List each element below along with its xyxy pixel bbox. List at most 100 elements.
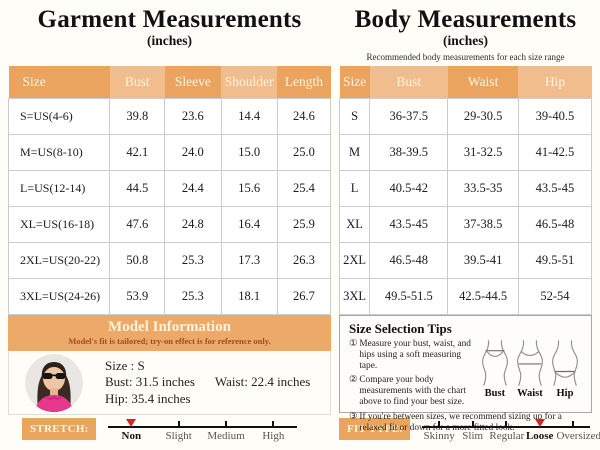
scale-option-label: Slim bbox=[462, 430, 484, 442]
scale-option: Loose bbox=[523, 418, 557, 447]
waist-figure-icon bbox=[517, 340, 543, 386]
table-row: S=US(4-6) 39.8 23.6 14.4 24.6 bbox=[7, 97, 332, 135]
table-cell: 23.6 bbox=[164, 97, 222, 135]
tips-list: ① Measure your bust, waist, and hips usi… bbox=[349, 339, 476, 411]
table-cell: S=US(4-6) bbox=[7, 97, 111, 135]
table-cell: 26.3 bbox=[276, 241, 332, 279]
table-cell: M bbox=[338, 133, 371, 171]
body-subtitle: Recommended body measurements for each s… bbox=[366, 51, 565, 62]
scale-option-label: Slight bbox=[165, 430, 192, 442]
table-cell: 16.4 bbox=[220, 205, 278, 243]
table-row: 3XL 49.5-51.5 42.5-44.5 52-54 bbox=[338, 277, 593, 315]
table-cell: 39-40.5 bbox=[517, 97, 593, 135]
table-cell: L bbox=[338, 169, 371, 207]
column-header: Bust bbox=[369, 66, 448, 98]
table-cell: 2XL=US(20-22) bbox=[7, 241, 111, 279]
table-cell: 49.5-51.5 bbox=[369, 277, 449, 315]
table-row: 2XL 46.5-48 39.5-41 49.5-51 bbox=[338, 241, 593, 279]
table-row: XL 43.5-45 37-38.5 46.5-48 bbox=[338, 205, 593, 243]
table-cell: 25.0 bbox=[276, 133, 332, 171]
hip-figure-icon bbox=[552, 340, 578, 386]
table-cell: 15.6 bbox=[220, 169, 278, 207]
table-row: 3XL=US(24-26) 53.9 25.3 18.1 26.7 bbox=[7, 277, 332, 315]
table-cell: 52-54 bbox=[517, 277, 593, 315]
stretch-indicator: STRETCH: Non Slight Medium High bbox=[8, 415, 331, 447]
table-cell: 49.5-51 bbox=[517, 241, 593, 279]
table-cell: 24.4 bbox=[164, 169, 222, 207]
scale-option: Medium bbox=[202, 418, 249, 447]
table-cell: 36-37.5 bbox=[369, 97, 449, 135]
table-cell: XL=US(16-18) bbox=[7, 205, 111, 243]
scale-option: Slim bbox=[456, 418, 490, 447]
tick-icon bbox=[505, 421, 508, 428]
waist-figure: Waist bbox=[513, 339, 547, 411]
table-cell: 25.9 bbox=[276, 205, 332, 243]
table-cell: 26.7 bbox=[276, 277, 332, 315]
model-size: Size : S bbox=[105, 357, 145, 373]
scale-option: Non bbox=[108, 418, 155, 447]
table-cell: 39.8 bbox=[109, 97, 166, 135]
model-waist: Waist: 22.4 inches bbox=[214, 374, 311, 390]
scale-option: Oversized bbox=[556, 418, 600, 447]
column-header: Waist bbox=[447, 66, 519, 98]
garment-title-block: Garment Measurements (inches) bbox=[8, 6, 331, 66]
column-header: Length bbox=[277, 66, 331, 98]
stretch-scale: Non Slight Medium High bbox=[107, 418, 297, 447]
table-row: M 38-39.5 31-32.5 41-42.5 bbox=[338, 133, 593, 171]
table-cell: 15.0 bbox=[220, 133, 278, 171]
table-cell: 24.8 bbox=[164, 205, 222, 243]
table-cell: 39.5-41 bbox=[447, 241, 519, 279]
model-info-title: Model Information bbox=[108, 319, 231, 335]
hip-figure: Hip bbox=[548, 339, 582, 411]
tick-icon bbox=[572, 421, 575, 428]
model-hip: Hip: 35.4 inches bbox=[105, 390, 191, 406]
table-cell: 3XL=US(24-26) bbox=[7, 277, 111, 315]
hip-figure-label: Hip bbox=[556, 388, 574, 399]
scale-option: Skinny bbox=[422, 418, 456, 447]
scale-option-label: Medium bbox=[207, 430, 245, 442]
table-cell: XL bbox=[338, 205, 371, 243]
tip-number: ① bbox=[349, 339, 358, 349]
scale-option-label: Loose bbox=[525, 430, 554, 442]
table-cell: L=US(12-14) bbox=[7, 169, 111, 207]
tick-icon bbox=[438, 421, 441, 428]
scale-option-label: High bbox=[262, 430, 285, 442]
body-table: Size Bust Waist Hip S 36-37.5 29-30.5 39-40.5 M… bbox=[338, 66, 593, 315]
stretch-badge: STRETCH: bbox=[22, 418, 96, 440]
table-cell: 42.1 bbox=[109, 133, 166, 171]
table-cell: 33.5-35 bbox=[447, 169, 519, 207]
fit-type-badge: FIT TYPE: bbox=[339, 418, 411, 440]
table-cell: 31-32.5 bbox=[447, 133, 519, 171]
body-header-row: Size Bust Waist Hip bbox=[339, 66, 592, 98]
table-cell: 50.8 bbox=[109, 241, 166, 279]
table-row: M=US(8-10) 42.1 24.0 15.0 25.0 bbox=[7, 133, 332, 171]
scale-option-label: Non bbox=[121, 430, 142, 442]
model-photo-illustration bbox=[25, 353, 83, 412]
tips-title: Size Selection Tips bbox=[349, 321, 452, 336]
fit-type-scale: Skinny Slim Regular Loose Oversized bbox=[422, 418, 600, 447]
tip-text: Measure your bust, waist, and hips using… bbox=[359, 339, 471, 371]
garment-unit: (inches) bbox=[147, 32, 192, 48]
table-cell: 38-39.5 bbox=[369, 133, 449, 171]
column-header: Bust bbox=[109, 66, 165, 98]
scale-option-label: Oversized bbox=[556, 430, 600, 442]
body-unit: (inches) bbox=[443, 32, 488, 48]
scale-option: Slight bbox=[155, 418, 202, 447]
garment-table: Size Bust Sleeve Shoulder Length S=US(4-6) 39… bbox=[7, 66, 332, 315]
scale-option: Regular bbox=[489, 418, 525, 447]
column-header: Size bbox=[8, 66, 110, 98]
table-cell: 25.4 bbox=[276, 169, 332, 207]
selected-marker-icon bbox=[534, 419, 545, 427]
table-cell: S bbox=[338, 97, 371, 135]
body-title-block: Body Measurements (inches) Recommended b… bbox=[339, 6, 592, 66]
table-cell: 24.0 bbox=[164, 133, 222, 171]
scale-option-label: Regular bbox=[489, 430, 525, 442]
table-cell: 40.5-42 bbox=[369, 169, 449, 207]
fit-type-indicator: FIT TYPE: Skinny Slim Regular Loose Oversize… bbox=[339, 415, 600, 447]
measurement-figures: Bust Waist bbox=[476, 339, 584, 411]
scale-option-label: Skinny bbox=[423, 430, 455, 442]
table-cell: 25.3 bbox=[164, 277, 222, 315]
tip-number: ③ bbox=[349, 411, 358, 422]
column-header: Size bbox=[339, 66, 370, 98]
